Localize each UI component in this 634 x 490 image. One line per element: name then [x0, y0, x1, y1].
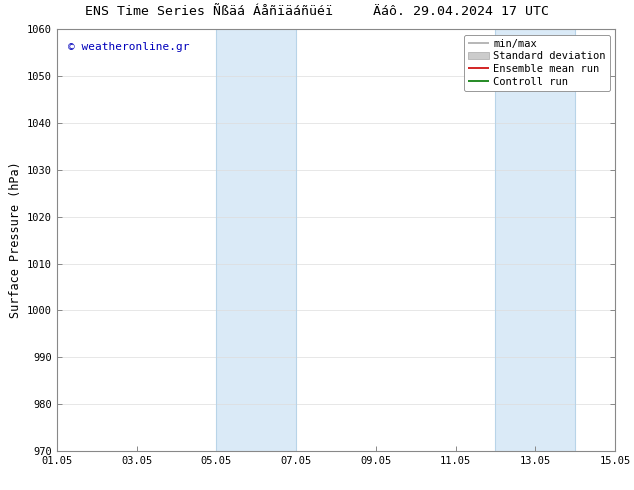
Y-axis label: Surface Pressure (hPa): Surface Pressure (hPa)	[9, 162, 22, 318]
Text: © weatheronline.gr: © weatheronline.gr	[68, 42, 190, 52]
Bar	[216, 29, 296, 451]
Legend: min/max, Standard deviation, Ensemble mean run, Controll run: min/max, Standard deviation, Ensemble me…	[464, 35, 610, 91]
Bar	[495, 29, 575, 451]
Text: ENS Time Series Ñßäá Áåñïäáñüéï     Äáô. 29.04.2024 17 UTC: ENS Time Series Ñßäá Áåñïäáñüéï Äáô. 29.…	[85, 5, 549, 18]
